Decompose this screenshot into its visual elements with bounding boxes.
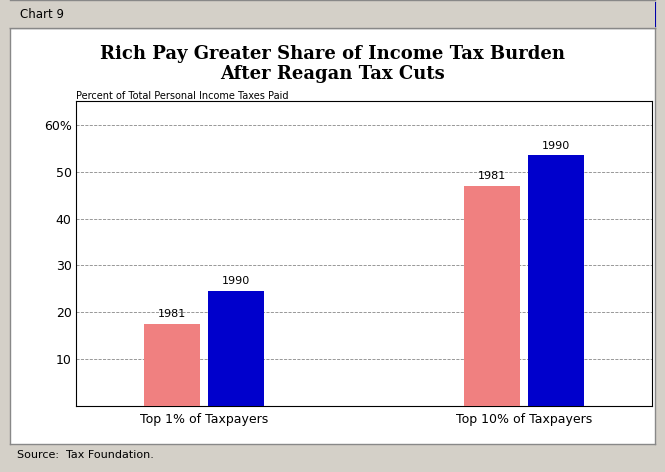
Text: Source:  Tax Foundation.: Source: Tax Foundation. (17, 450, 154, 460)
Text: After Reagan Tax Cuts: After Reagan Tax Cuts (220, 65, 445, 83)
Bar (528, 155, 584, 406)
Text: 1981: 1981 (477, 171, 506, 181)
Bar (208, 291, 264, 406)
Bar (464, 186, 520, 406)
Text: 1981: 1981 (158, 309, 186, 319)
Text: 1990: 1990 (542, 141, 570, 151)
Text: 1990: 1990 (222, 277, 251, 287)
Text: Percent of Total Personal Income Taxes Paid: Percent of Total Personal Income Taxes P… (76, 91, 289, 101)
Text: Rich Pay Greater Share of Income Tax Burden: Rich Pay Greater Share of Income Tax Bur… (100, 45, 565, 63)
Bar (144, 324, 200, 406)
Text: Chart 9: Chart 9 (20, 8, 64, 21)
